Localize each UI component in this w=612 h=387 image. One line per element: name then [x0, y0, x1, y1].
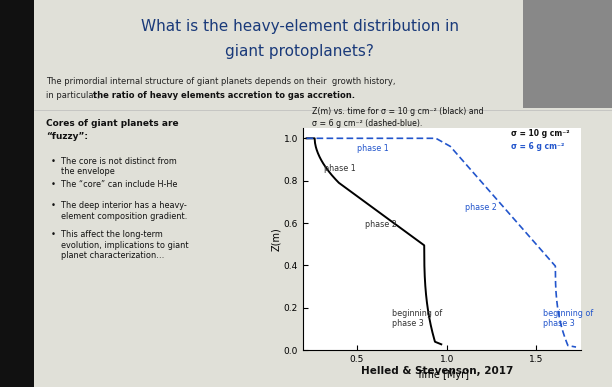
Text: the ratio of heavy elements accretion to gas accretion.: the ratio of heavy elements accretion to…	[93, 91, 355, 101]
X-axis label: Time [Myr]: Time [Myr]	[416, 370, 469, 380]
Text: Helled & Stevenson, 2017: Helled & Stevenson, 2017	[362, 366, 513, 376]
Text: giant protoplanets?: giant protoplanets?	[225, 44, 375, 58]
Text: The primordial internal structure of giant planets depends on their  growth hist: The primordial internal structure of gia…	[46, 77, 395, 86]
Text: •: •	[51, 180, 56, 189]
Text: σ = 10 g cm⁻²: σ = 10 g cm⁻²	[512, 128, 570, 137]
Text: σ = 6 g cm⁻²: σ = 6 g cm⁻²	[512, 142, 565, 151]
Text: phase 1: phase 1	[324, 164, 356, 173]
Text: in particular,: in particular,	[46, 91, 102, 101]
Text: beginning of
phase 3: beginning of phase 3	[543, 309, 593, 328]
Text: “fuzzy”:: “fuzzy”:	[46, 132, 88, 141]
Text: phase 2: phase 2	[465, 203, 496, 212]
Text: The “core” can include H-He: The “core” can include H-He	[61, 180, 177, 189]
Bar	[0, 0, 34, 387]
Text: •: •	[51, 201, 56, 210]
Text: phase 2: phase 2	[365, 220, 397, 229]
Text: σ = 6 g cm⁻² (dashed-blue).: σ = 6 g cm⁻² (dashed-blue).	[312, 118, 422, 128]
Text: Cores of giant planets are: Cores of giant planets are	[46, 119, 179, 128]
Text: beginning of
phase 3: beginning of phase 3	[392, 309, 442, 328]
Y-axis label: Z(m): Z(m)	[271, 227, 281, 251]
Text: phase 1: phase 1	[357, 144, 389, 153]
Text: This affect the long-term
evolution, implications to giant
planet characterizati: This affect the long-term evolution, imp…	[61, 230, 189, 260]
Text: The core is not distinct from
the envelope: The core is not distinct from the envelo…	[61, 157, 177, 176]
Text: Z(m) vs. time for σ = 10 g cm⁻² (black) and: Z(m) vs. time for σ = 10 g cm⁻² (black) …	[312, 107, 483, 116]
Text: The deep interior has a heavy-
element composition gradient.: The deep interior has a heavy- element c…	[61, 201, 187, 221]
Text: •: •	[51, 157, 56, 166]
Bar	[523, 0, 612, 108]
Text: What is the heavy-element distribution in: What is the heavy-element distribution i…	[141, 19, 459, 34]
Text: •: •	[51, 230, 56, 239]
